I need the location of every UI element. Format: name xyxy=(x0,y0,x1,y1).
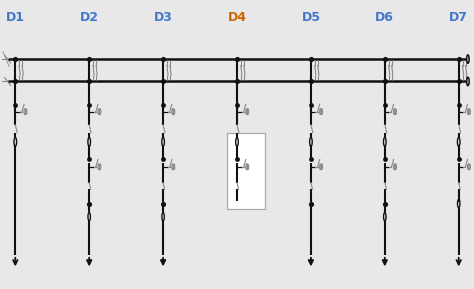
Text: D7: D7 xyxy=(449,10,468,23)
Point xyxy=(159,102,167,107)
Point xyxy=(11,79,19,84)
Point xyxy=(233,79,241,84)
Point xyxy=(85,157,93,161)
Point xyxy=(11,102,19,107)
Point xyxy=(381,201,389,206)
Point xyxy=(159,201,167,206)
Point xyxy=(307,201,315,206)
Point xyxy=(381,102,389,107)
Text: D3: D3 xyxy=(154,10,173,23)
Point xyxy=(307,57,315,62)
Text: D5: D5 xyxy=(301,10,320,23)
Point xyxy=(159,157,167,161)
Point xyxy=(85,57,93,62)
Point xyxy=(159,79,167,84)
Point xyxy=(11,57,19,62)
Text: D2: D2 xyxy=(80,10,99,23)
Point xyxy=(85,201,93,206)
Point xyxy=(85,102,93,107)
Point xyxy=(381,157,389,161)
Point xyxy=(381,79,389,84)
Point xyxy=(85,79,93,84)
Bar xyxy=(227,133,265,209)
Text: D1: D1 xyxy=(6,10,25,23)
Point xyxy=(307,79,315,84)
Point xyxy=(455,57,463,62)
Point xyxy=(307,102,315,107)
Text: D6: D6 xyxy=(375,10,394,23)
Point xyxy=(233,157,241,161)
Point xyxy=(455,79,463,84)
Point xyxy=(455,102,463,107)
Point xyxy=(381,57,389,62)
Point xyxy=(159,57,167,62)
Point xyxy=(455,157,463,161)
Point xyxy=(307,157,315,161)
Text: D4: D4 xyxy=(228,10,246,23)
Point xyxy=(233,102,241,107)
Point xyxy=(233,57,241,62)
